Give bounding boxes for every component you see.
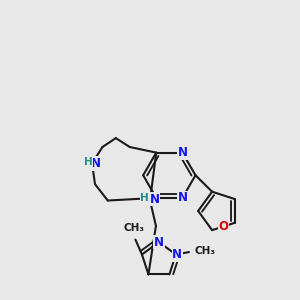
Text: N: N <box>149 193 160 206</box>
Text: N: N <box>172 248 182 261</box>
Text: N: N <box>177 146 188 159</box>
Text: N: N <box>154 236 164 249</box>
Text: O: O <box>218 220 228 233</box>
Text: CH₃: CH₃ <box>194 246 215 256</box>
Text: CH₃: CH₃ <box>123 223 144 233</box>
Text: H: H <box>140 193 149 203</box>
Text: H: H <box>83 158 92 167</box>
Text: N: N <box>91 157 101 170</box>
Text: N: N <box>177 191 188 204</box>
